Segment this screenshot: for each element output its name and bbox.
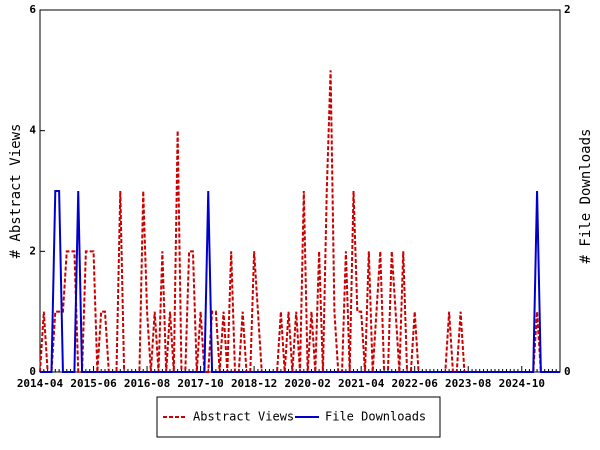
y-tick-label: 0 <box>29 365 36 378</box>
y-tick-label: 6 <box>29 3 36 16</box>
y-axis-label: # Abstract Views <box>8 124 24 259</box>
x-tick-label: 2020-02 <box>284 377 330 390</box>
plot-frame <box>39 9 561 373</box>
y-tick-label: 2 <box>29 244 36 257</box>
x-tick-label: 2017-10 <box>177 377 223 390</box>
x-tick-label: 2016-08 <box>124 377 170 390</box>
x-tick-label: 2024-10 <box>499 377 545 390</box>
legend-label: Abstract Views <box>193 410 294 424</box>
y2-tick-label: 0 <box>564 365 571 378</box>
series-line <box>40 190 560 373</box>
x-tick-label: 2022-06 <box>392 377 439 390</box>
y2-axis-label: # File Downloads <box>578 129 594 264</box>
x-tick-label: 2014-04 <box>17 377 64 390</box>
x-tick-label: 2023-08 <box>445 377 491 390</box>
x-tick-label: 2018-12 <box>231 377 277 390</box>
x-tick-label: 2015-06 <box>70 377 117 390</box>
y2-tick-label: 2 <box>564 3 571 16</box>
series-line <box>39 70 560 373</box>
x-tick-label: 2021-04 <box>338 377 385 390</box>
legend-label: File Downloads <box>325 410 426 424</box>
y-tick-label: 4 <box>29 124 36 137</box>
